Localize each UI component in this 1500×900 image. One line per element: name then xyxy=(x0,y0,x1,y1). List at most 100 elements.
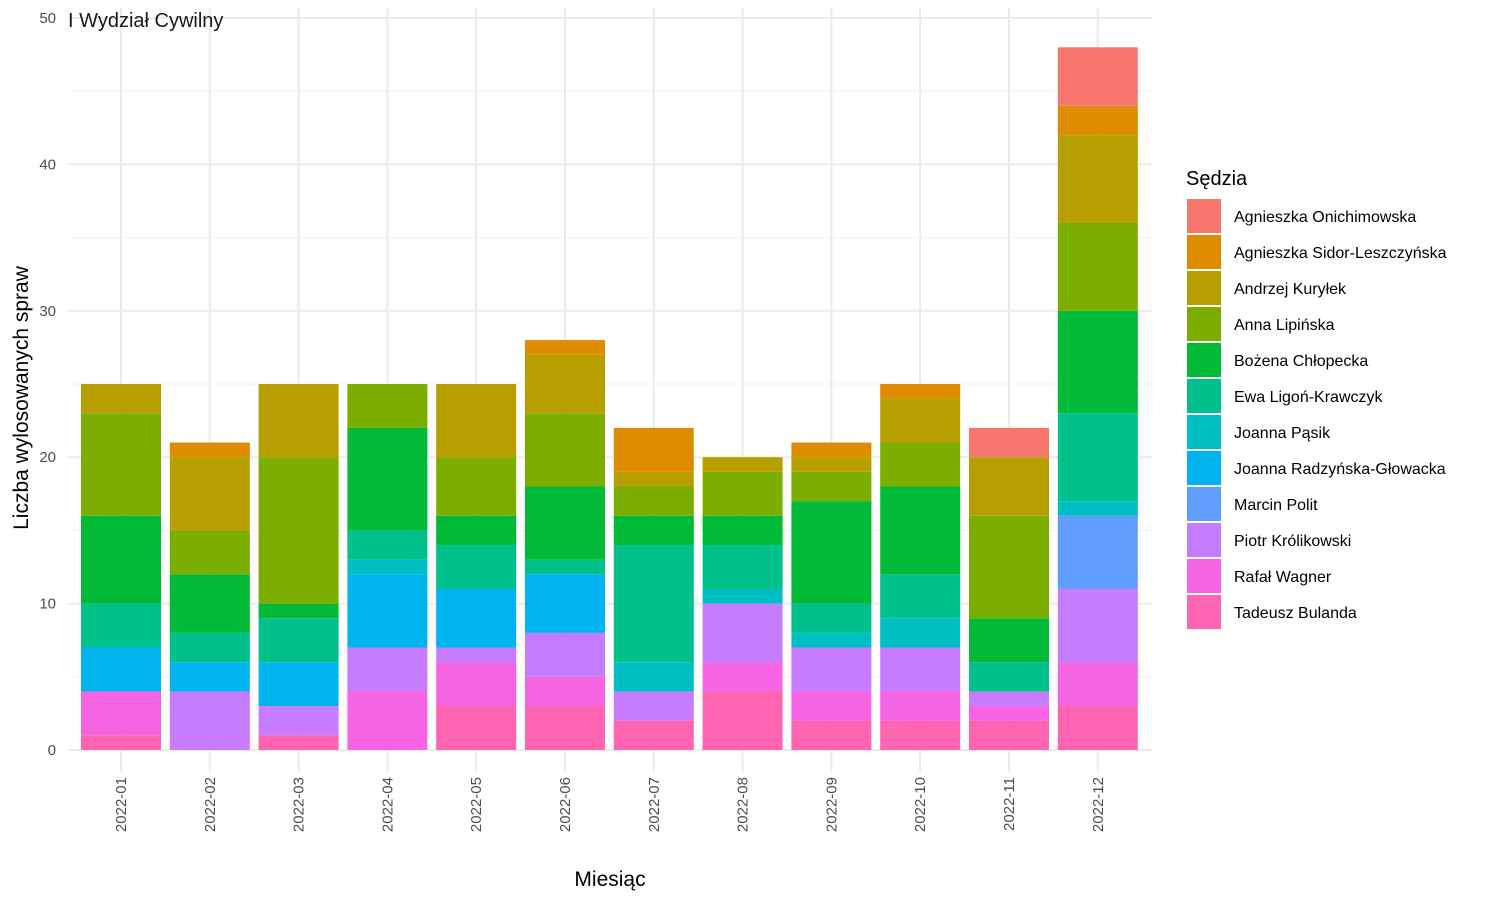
bar-segment xyxy=(81,413,161,516)
bar-segment xyxy=(969,618,1049,663)
legend-swatch xyxy=(1187,307,1221,341)
y-tick-label: 20 xyxy=(39,449,56,466)
legend-swatch xyxy=(1187,595,1221,629)
bar-segment xyxy=(880,574,961,619)
legend-item-label: Anna Lipińska xyxy=(1234,317,1335,334)
bar-segment xyxy=(1057,413,1138,502)
bar-segment xyxy=(880,618,961,648)
legend-item-label: Agnieszka Sidor-Leszczyńska xyxy=(1234,245,1447,262)
bar-segment xyxy=(1057,515,1138,589)
x-tick-label: 2022-01 xyxy=(113,777,130,832)
bar-segment xyxy=(436,515,517,546)
bar-segment xyxy=(791,501,872,604)
bar-segment xyxy=(81,384,161,414)
legend-item-label: Ewa Ligoń-Krawczyk xyxy=(1234,389,1384,406)
bar-segment xyxy=(702,691,783,750)
bar-segment xyxy=(880,647,961,692)
bar-segment xyxy=(436,457,517,516)
bar-segment xyxy=(169,574,250,633)
x-tick-label: 2022-03 xyxy=(291,777,308,832)
bar-segment xyxy=(702,662,783,692)
bar-segment xyxy=(81,515,161,604)
bar-segment xyxy=(436,647,517,663)
legend-swatch xyxy=(1187,523,1221,557)
bar-segment xyxy=(1057,662,1138,707)
chart-title: I Wydział Cywilny xyxy=(68,10,223,32)
legend-swatch xyxy=(1187,343,1221,377)
bar-segment xyxy=(436,662,517,707)
bar-segment xyxy=(347,530,428,560)
bar-segment xyxy=(347,574,428,648)
bar-segment xyxy=(525,340,605,355)
bar-segment xyxy=(347,427,428,531)
bar-segment xyxy=(169,632,250,663)
bar-segment xyxy=(258,706,339,736)
x-tick-label: 2022-11 xyxy=(1001,777,1018,831)
bar-segment xyxy=(525,559,605,575)
legend-title: Sędzia xyxy=(1186,168,1248,190)
legend-item-label: Andrzej Kuryłek xyxy=(1234,281,1347,298)
y-axis-ticks: 0 10 20 30 40 50 xyxy=(39,10,56,759)
bar-segment xyxy=(791,457,872,472)
bar-segment xyxy=(969,515,1049,619)
x-axis-ticks: 2022-01 2022-02 2022-03 2022-04 2022-05 2022-… xyxy=(113,777,1107,832)
bar-segment xyxy=(880,691,961,721)
x-tick-label: 2022-12 xyxy=(1090,777,1107,832)
bar-segment xyxy=(81,735,161,750)
legend-swatch xyxy=(1187,559,1221,593)
bar-segment xyxy=(880,486,961,575)
x-tick-label: 2022-05 xyxy=(468,777,485,832)
bar-segment xyxy=(613,471,694,487)
bar-segment xyxy=(702,588,783,604)
y-tick-label: 30 xyxy=(39,303,56,320)
bar-segment xyxy=(1057,135,1138,223)
bar-segment xyxy=(613,486,694,516)
bar-segment xyxy=(436,706,517,750)
bar-segment xyxy=(258,735,339,750)
legend-item-label: Agnieszka Onichimowska xyxy=(1234,209,1416,226)
bar-segment xyxy=(791,632,872,648)
bar-segment xyxy=(791,720,872,750)
bar-segment xyxy=(880,442,961,487)
y-tick-label: 40 xyxy=(39,156,56,173)
bar-segment xyxy=(525,676,605,707)
bar-segment xyxy=(436,588,517,648)
bar-segment xyxy=(613,720,694,750)
bar-segment xyxy=(613,545,694,663)
bar-segment xyxy=(1057,222,1138,311)
bar-segment xyxy=(525,706,605,750)
bar-segment xyxy=(969,720,1049,750)
bar-segment xyxy=(169,691,250,750)
legend-item-label: Joanna Pąsik xyxy=(1234,425,1331,442)
bar-segment xyxy=(969,706,1049,721)
legend-swatch xyxy=(1187,271,1221,305)
bar-segment xyxy=(347,559,428,575)
y-tick-label: 50 xyxy=(39,10,56,27)
bar-segment xyxy=(525,486,605,560)
bar-segment xyxy=(81,647,161,692)
bar-segment xyxy=(258,618,339,663)
bar-segment xyxy=(791,603,872,633)
y-tick-label: 10 xyxy=(39,596,56,613)
bar-segment xyxy=(702,515,783,546)
x-tick-label: 2022-06 xyxy=(557,777,574,832)
bar-segment xyxy=(613,691,694,721)
bar-segment xyxy=(1057,501,1138,516)
bar-segment xyxy=(525,413,605,487)
x-tick-label: 2022-09 xyxy=(823,777,840,832)
legend-item-label: Bożena Chłopecka xyxy=(1234,353,1368,370)
x-tick-label: 2022-02 xyxy=(202,777,219,832)
bars xyxy=(81,47,1138,750)
bar-segment xyxy=(81,603,161,648)
bar-segment xyxy=(81,691,161,736)
x-tick-label: 2022-07 xyxy=(646,777,663,832)
bar-segment xyxy=(347,384,428,428)
bar-segment xyxy=(791,647,872,692)
bar-segment xyxy=(169,457,250,531)
bar-segment xyxy=(525,574,605,633)
bar-segment xyxy=(791,691,872,721)
bar-segment xyxy=(169,662,250,692)
bar-segment xyxy=(1057,310,1138,414)
bar-segment xyxy=(613,515,694,546)
